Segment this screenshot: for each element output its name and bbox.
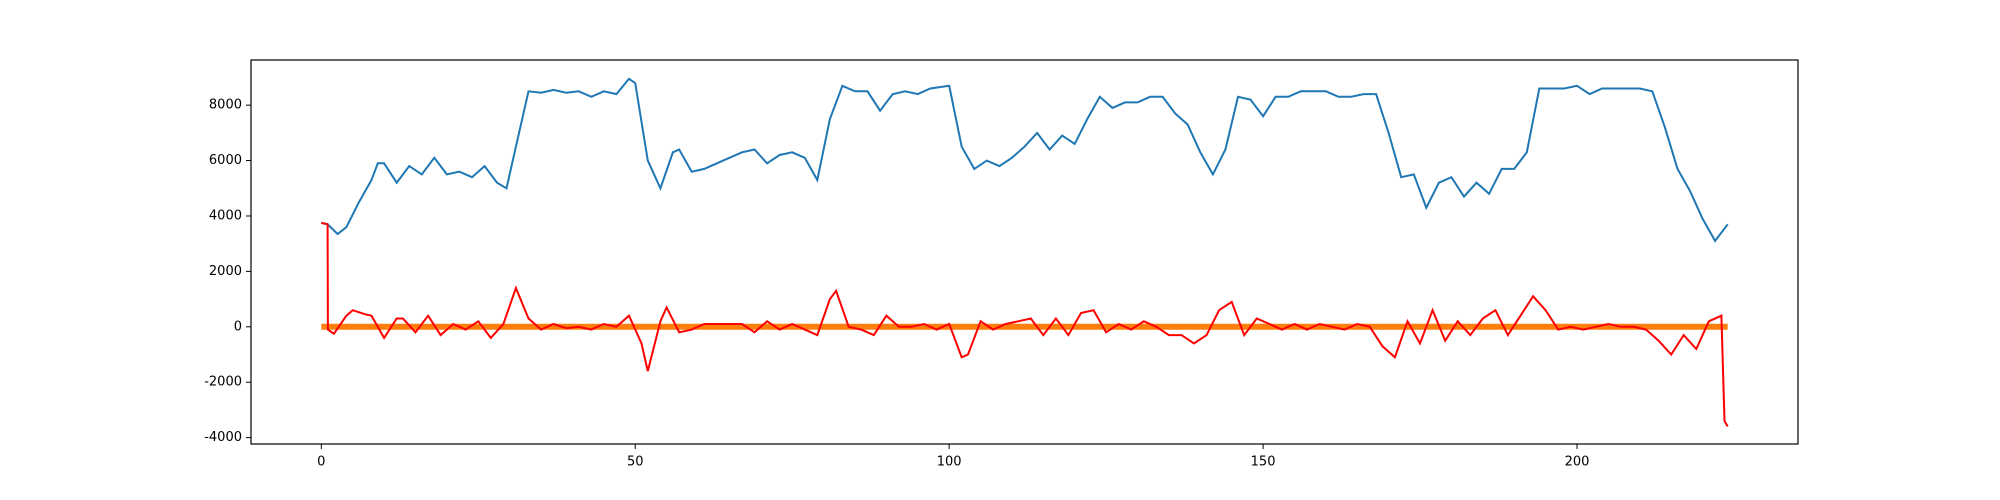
y-tick-label: 6000: [209, 153, 242, 168]
x-tick-label: 0: [317, 455, 325, 470]
y-tick-label: -4000: [204, 430, 242, 445]
x-tick-label: 100: [937, 455, 962, 470]
y-tick-label: 8000: [209, 98, 242, 113]
y-tick-label: 2000: [209, 264, 242, 279]
x-tick-label: 50: [627, 455, 644, 470]
x-tick-label: 200: [1565, 455, 1590, 470]
plot-frame: [250, 59, 1799, 445]
y-tick-label: -2000: [204, 375, 242, 390]
y-tick-label: 4000: [209, 208, 242, 223]
x-tick-label: 150: [1251, 455, 1276, 470]
line: [321, 221, 1729, 428]
y-tick-label: 0: [234, 319, 242, 334]
line: [321, 77, 1729, 243]
